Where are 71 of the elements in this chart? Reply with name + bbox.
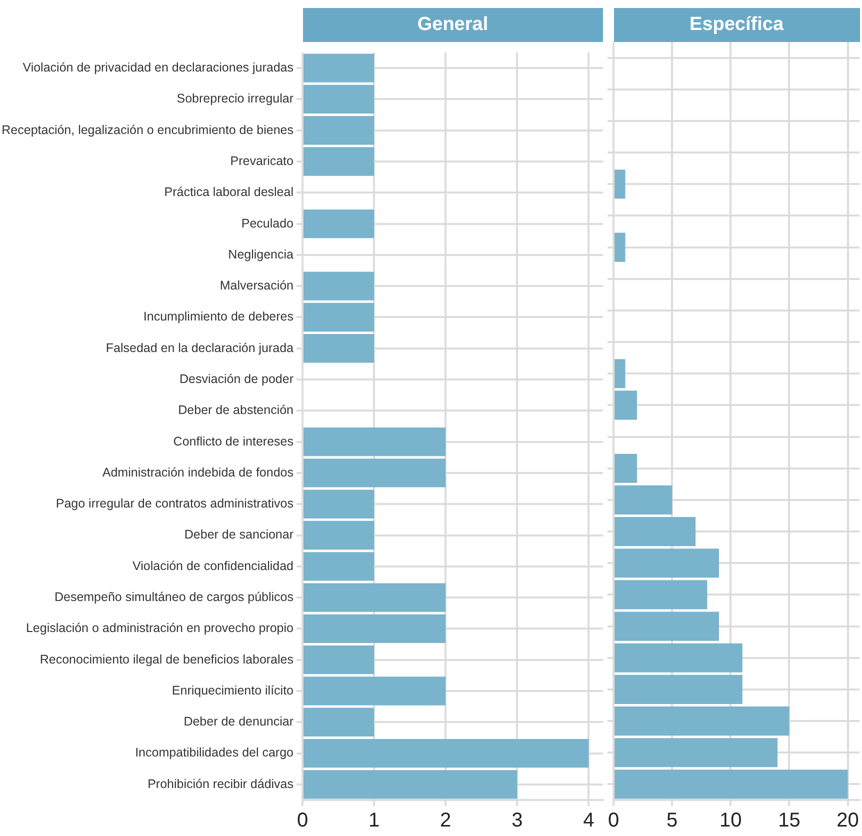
x-tick-label: 3: [512, 810, 523, 832]
chart-title: General: [302, 8, 603, 42]
x-tick-label: 20: [836, 810, 859, 832]
x-tick-label: 10: [720, 810, 742, 832]
y-tick-label: Deber de denunciar: [184, 714, 294, 729]
bar: [614, 517, 696, 546]
x-tick-label: 4: [583, 810, 594, 832]
y-tick-label: Falsedad en la declaración jurada: [106, 340, 294, 355]
bar: [614, 612, 719, 641]
bar: [304, 84, 374, 114]
bar: [614, 548, 719, 578]
bar: [304, 490, 374, 518]
bar: [614, 580, 708, 610]
y-tick-label: Conflicto de intereses: [173, 434, 294, 448]
x-tick-label: 2: [440, 810, 452, 832]
x-tick-label: 1: [368, 810, 380, 832]
y-tick-label: Desviación de poder: [180, 372, 294, 386]
bar: [614, 170, 626, 199]
x-tick-label: 15: [778, 810, 800, 832]
bar: [614, 643, 742, 672]
x-tick-label: 0: [296, 810, 308, 832]
bar: [304, 209, 374, 238]
bar: [614, 359, 626, 388]
bar: [304, 583, 446, 612]
bar: [304, 334, 374, 363]
bar: [304, 272, 374, 300]
y-tick-label: Legislación o administración en provecho propio: [26, 621, 294, 636]
bar: [614, 706, 790, 736]
bar: [614, 390, 637, 420]
bar: [304, 614, 446, 644]
chart-title: Específica: [614, 8, 860, 42]
x-tick-label: 0: [608, 810, 620, 832]
bar: [304, 116, 374, 145]
bar: [304, 520, 374, 550]
bar: [614, 454, 637, 483]
bar: [614, 232, 626, 262]
bar: [304, 552, 374, 581]
y-tick-label: Peculado: [241, 216, 294, 230]
bar: [614, 738, 778, 768]
bar: [304, 458, 446, 488]
y-tick-label: Práctica laboral desleal: [164, 185, 294, 200]
bar: [304, 770, 518, 799]
bar: [614, 770, 848, 799]
y-tick-label: Administración indebida de fondos: [102, 465, 294, 480]
bar: [304, 646, 374, 674]
bar: [304, 302, 374, 332]
bar: [304, 54, 374, 82]
y-tick-label: Pago irregular de contratos administrativos: [56, 496, 294, 511]
bar: [304, 427, 446, 456]
bar: [304, 147, 374, 176]
y-tick-label: Violación de privacidad en declaraciones juradas: [22, 60, 294, 75]
y-tick-label: Desempeño simultáneo de cargos públicos: [54, 590, 294, 604]
y-tick-label: Sobreprecio irregular: [176, 92, 294, 106]
bar: [304, 708, 374, 736]
y-tick-label: Deber de abstención: [178, 403, 294, 418]
y-tick-label: Incompatibilidades del cargo: [135, 746, 294, 760]
y-tick-label: Violación de confidencialidad: [132, 558, 294, 573]
y-tick-label: Enriquecimiento ilícito: [172, 683, 294, 698]
y-tick-label: Prohibición recibir dádivas: [148, 776, 294, 791]
y-tick-label: Negligencia: [228, 247, 294, 262]
y-tick-label: Receptación, legalización o encubrimiento de bienes: [2, 122, 294, 137]
y-tick-label: Prevaricato: [230, 154, 294, 168]
x-tick-label: 5: [666, 810, 678, 832]
y-tick-label: Reconocimiento ilegal de beneficios laborales: [40, 652, 294, 666]
bar: [304, 676, 446, 706]
bar: [614, 674, 742, 704]
y-tick-label: Malversación: [220, 278, 294, 293]
y-tick-label: Deber de sancionar: [184, 528, 294, 542]
bar: [304, 738, 589, 768]
bar: [614, 485, 672, 514]
y-tick-label: Incumplimiento de deberes: [143, 310, 294, 324]
